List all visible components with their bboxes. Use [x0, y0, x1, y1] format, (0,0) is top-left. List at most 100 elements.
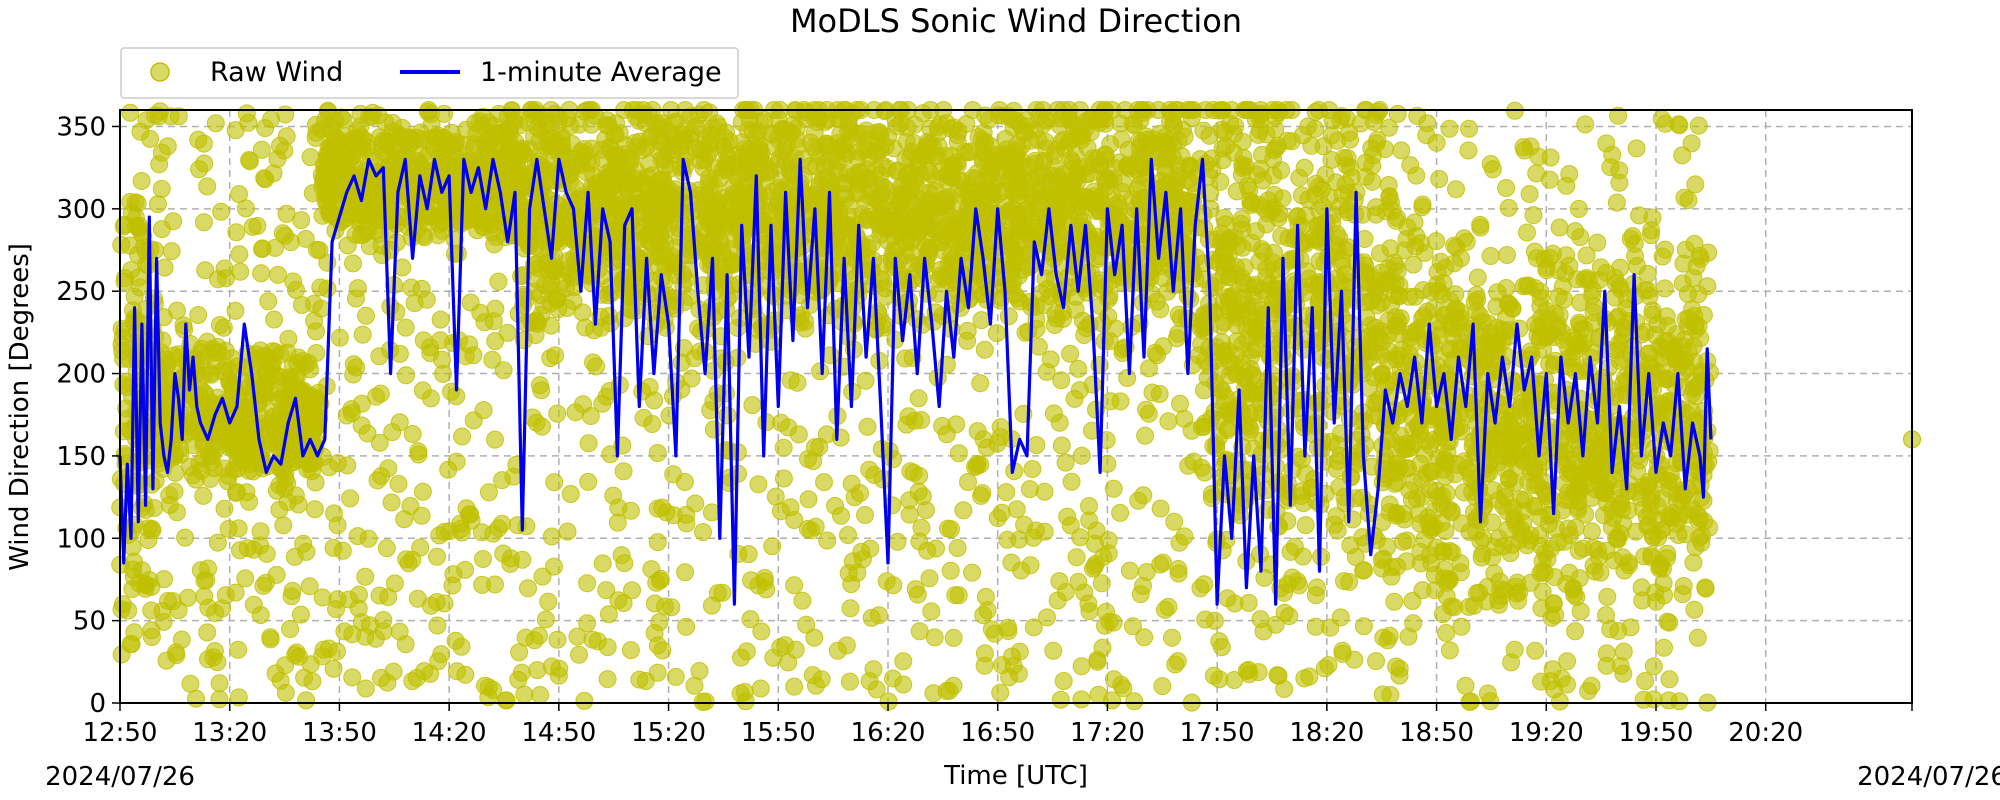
raw-wind-point: [421, 389, 440, 408]
raw-wind-point: [1010, 292, 1029, 311]
raw-wind-point: [1062, 472, 1081, 491]
raw-wind-point: [1001, 202, 1020, 221]
raw-wind-point: [1070, 159, 1089, 178]
raw-wind-point: [306, 418, 324, 437]
raw-wind-point: [198, 623, 217, 642]
raw-wind-point: [227, 223, 246, 242]
raw-wind-point: [1295, 158, 1314, 177]
raw-wind-point: [1242, 384, 1261, 403]
raw-wind-point: [256, 119, 275, 138]
raw-wind-point: [234, 451, 253, 470]
raw-wind-point: [215, 499, 234, 518]
raw-wind-point: [1159, 597, 1178, 616]
raw-wind-point: [704, 420, 723, 439]
raw-wind-point: [910, 622, 929, 641]
raw-wind-point: [676, 563, 695, 582]
raw-wind-point: [287, 281, 305, 299]
raw-wind-point: [975, 656, 994, 675]
raw-wind-point: [1200, 356, 1219, 375]
raw-wind-point: [494, 187, 513, 206]
raw-wind-point: [1015, 241, 1034, 260]
raw-wind-point: [1029, 131, 1048, 149]
raw-wind-point: [181, 674, 200, 693]
raw-wind-point: [539, 592, 558, 611]
raw-wind-point: [1162, 104, 1181, 123]
raw-wind-point: [599, 605, 618, 624]
raw-wind-point: [1340, 572, 1359, 591]
raw-wind-point: [176, 528, 195, 547]
raw-wind-point: [884, 576, 903, 595]
raw-wind-point: [303, 672, 322, 691]
raw-wind-point: [194, 486, 213, 505]
raw-wind-point: [403, 550, 422, 569]
raw-wind-point: [972, 311, 991, 330]
raw-wind-point: [278, 474, 297, 493]
raw-wind-point: [1153, 677, 1172, 696]
raw-wind-point: [781, 498, 800, 517]
raw-wind-point: [985, 624, 1004, 643]
raw-wind-point: [978, 166, 997, 185]
raw-wind-point: [1212, 233, 1231, 252]
raw-wind-point: [220, 374, 239, 393]
raw-wind-point: [258, 362, 277, 381]
raw-wind-point: [954, 501, 973, 520]
raw-wind-point: [541, 316, 560, 335]
raw-wind-point: [252, 264, 271, 283]
raw-wind-point: [312, 299, 331, 318]
raw-wind-point: [348, 208, 367, 227]
raw-wind-point: [305, 500, 324, 519]
raw-wind-point: [565, 248, 584, 267]
raw-wind-point: [324, 659, 343, 678]
raw-wind-point: [910, 532, 929, 551]
raw-wind-point: [548, 404, 567, 423]
raw-wind-point: [198, 177, 217, 196]
raw-wind-point: [958, 321, 977, 340]
raw-wind-point: [1237, 300, 1256, 319]
raw-wind-point: [465, 135, 484, 154]
raw-wind-point: [1027, 199, 1046, 218]
raw-wind-point: [1328, 436, 1347, 454]
raw-wind-point: [1045, 158, 1064, 177]
raw-wind-point: [389, 474, 408, 493]
raw-wind-point: [112, 235, 131, 254]
raw-wind-point: [636, 672, 655, 690]
raw-wind-point: [1338, 149, 1357, 167]
raw-wind-point: [735, 683, 754, 701]
raw-wind-point: [150, 155, 169, 174]
raw-wind-point: [1024, 528, 1043, 547]
raw-wind-point: [831, 110, 850, 129]
raw-wind-point: [749, 475, 768, 494]
raw-wind-point: [446, 631, 465, 650]
raw-wind-point: [1321, 618, 1340, 637]
raw-wind-point: [1285, 537, 1304, 556]
raw-wind-point: [583, 630, 602, 649]
raw-wind-point: [1065, 389, 1084, 408]
raw-wind-point: [885, 188, 904, 207]
raw-wind-point: [1167, 329, 1186, 348]
raw-wind-point: [1200, 126, 1219, 145]
raw-wind-point: [1296, 516, 1315, 535]
raw-wind-point: [925, 628, 944, 647]
raw-wind-point: [1306, 586, 1325, 605]
raw-wind-point: [1072, 446, 1091, 465]
raw-wind-point: [1118, 369, 1137, 387]
raw-wind-point: [318, 253, 337, 272]
raw-wind-point: [1111, 503, 1130, 522]
raw-wind-point: [240, 152, 259, 171]
raw-wind-point: [796, 312, 815, 331]
raw-wind-point: [383, 423, 402, 442]
raw-wind-point: [515, 145, 534, 164]
raw-wind-point: [519, 579, 537, 598]
raw-wind-point: [973, 148, 992, 167]
raw-wind-point: [1254, 171, 1272, 190]
raw-wind-point: [579, 434, 598, 453]
raw-wind-point: [543, 140, 561, 159]
raw-wind-point: [1343, 510, 1362, 529]
raw-wind-point: [530, 626, 548, 645]
raw-wind-point: [280, 370, 299, 388]
raw-wind-point: [373, 208, 392, 227]
raw-wind-point: [1050, 116, 1069, 135]
raw-wind-point: [732, 648, 750, 667]
raw-wind-point: [1166, 655, 1185, 674]
raw-wind-point: [348, 279, 367, 298]
